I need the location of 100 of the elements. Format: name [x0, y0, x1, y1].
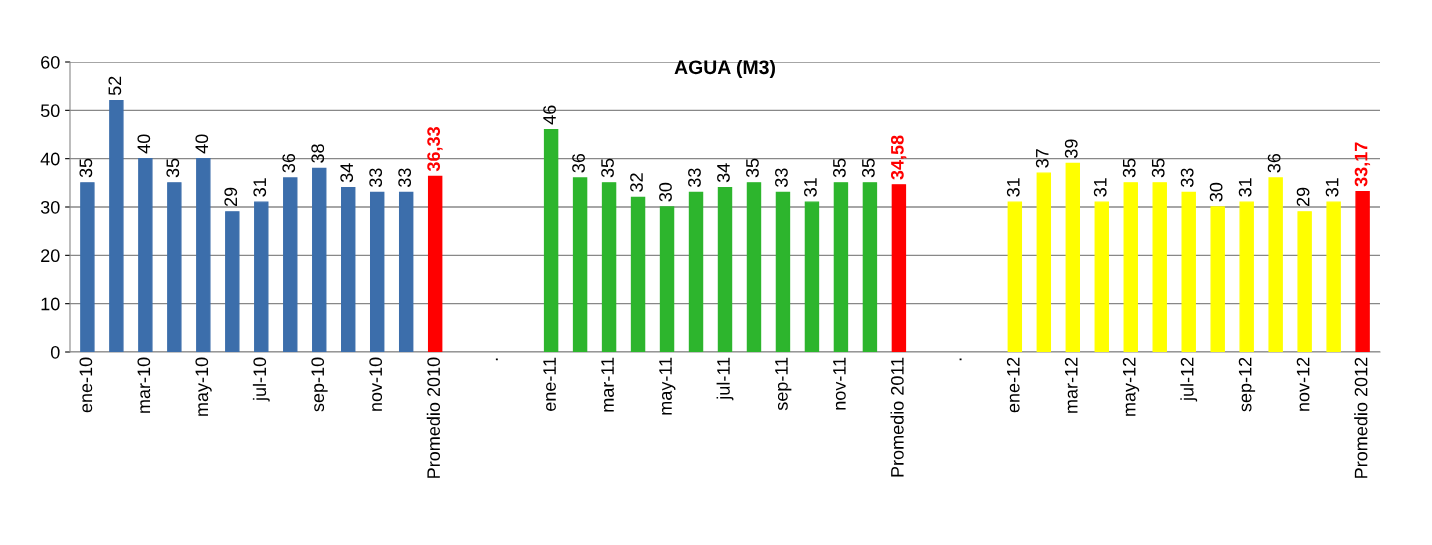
bar	[630, 196, 646, 352]
x-tick-label: ene-12	[1006, 357, 1020, 413]
y-tick-label: 0	[50, 345, 60, 359]
bar	[572, 177, 588, 352]
data-label: 31	[253, 178, 267, 197]
data-label: 36	[282, 153, 296, 173]
bar	[746, 182, 762, 352]
x-tick-label: ene-11	[543, 357, 556, 411]
x-tick-label: sep-12	[1238, 357, 1256, 412]
bar	[109, 99, 124, 352]
bar	[717, 186, 733, 352]
bar	[283, 177, 298, 352]
x-tick-label: .	[959, 358, 962, 361]
bar	[1123, 182, 1138, 352]
bar	[688, 191, 704, 352]
x-tick-label: .	[495, 358, 498, 361]
bar	[1355, 190, 1370, 352]
x-tick-label: Promedio 2012	[1354, 357, 1368, 478]
y-tick-label: 20	[41, 249, 60, 263]
data-label: 34	[717, 163, 730, 183]
data-label: 32	[630, 173, 643, 192]
data-label: 33	[775, 168, 788, 187]
bar	[1326, 201, 1341, 352]
bar	[254, 201, 269, 352]
bar	[312, 167, 327, 352]
x-tick-label: jul-11	[716, 357, 734, 401]
y-tick-label: 30	[40, 200, 60, 214]
bar	[804, 201, 820, 352]
data-label: 31	[1093, 178, 1107, 197]
bar	[1239, 201, 1254, 352]
bar	[543, 128, 559, 352]
bar	[1065, 162, 1081, 352]
x-tick-label: nov-12	[1296, 357, 1310, 411]
data-label: 31	[804, 178, 817, 197]
x-tick-label: nov-10	[369, 357, 383, 411]
x-tick-label: ene-10	[79, 357, 93, 413]
bar	[1094, 201, 1109, 352]
data-label: 35	[861, 158, 875, 178]
y-tick-label: 10	[41, 297, 60, 311]
data-label: 35	[746, 158, 759, 178]
bar	[862, 182, 878, 352]
data-label: 31	[1006, 178, 1020, 197]
data-label: 30	[659, 182, 672, 202]
bar	[601, 182, 617, 352]
data-label: 36,33	[427, 127, 443, 172]
x-tick-label: mar-10	[137, 357, 151, 413]
data-label: 38	[311, 144, 325, 163]
data-label: 52	[108, 76, 122, 96]
bar	[1007, 201, 1023, 352]
data-label: 33	[369, 168, 383, 187]
chart-title: AGUA (M3)	[674, 59, 775, 78]
data-label: 34	[340, 163, 354, 183]
bar	[775, 191, 791, 352]
data-label: 31	[1238, 178, 1252, 197]
data-label: 36	[1267, 153, 1281, 173]
data-label: 35	[79, 158, 93, 178]
x-tick-label: Promedio 2010	[426, 357, 441, 478]
bar	[1181, 191, 1196, 352]
x-tick-label: Promedio 2011	[890, 357, 904, 477]
bar	[196, 157, 211, 352]
data-label: 40	[137, 134, 151, 154]
data-label: 33	[1180, 168, 1194, 187]
data-label: 30	[1209, 182, 1223, 202]
bar	[891, 184, 907, 352]
bar	[341, 186, 356, 352]
x-tick-label: jul-12	[1180, 357, 1198, 402]
data-label: 31	[1325, 178, 1339, 197]
data-label: 35	[832, 158, 846, 178]
bar	[138, 157, 153, 352]
bar	[1210, 206, 1225, 352]
data-label: 46	[543, 105, 556, 125]
x-tick-label: jul-10	[252, 357, 270, 402]
data-label: 29	[224, 187, 238, 207]
bar	[398, 191, 414, 352]
y-tick-label: 50	[40, 104, 60, 118]
data-label: 35	[601, 158, 614, 178]
bar	[167, 182, 182, 352]
data-label: 33,17	[1354, 142, 1371, 187]
data-label: 34,58	[890, 135, 907, 180]
data-label: 37	[1035, 149, 1049, 168]
data-label: 29	[1296, 187, 1310, 207]
bar	[1152, 182, 1167, 352]
x-tick-label: mar-12	[1064, 357, 1078, 413]
bar	[1036, 172, 1052, 352]
bar	[833, 182, 849, 352]
data-label: 40	[195, 134, 209, 154]
x-tick-label: may-10	[195, 357, 212, 416]
data-label: 33	[398, 168, 412, 187]
data-label: 39	[1064, 139, 1078, 158]
y-tick-label: 60	[41, 55, 60, 69]
bar	[225, 211, 240, 352]
bar	[659, 206, 675, 352]
bar	[427, 175, 443, 352]
data-label: 35	[1151, 158, 1165, 178]
bar	[369, 191, 385, 352]
data-label: 35	[166, 158, 180, 178]
x-tick-label: sep-10	[311, 357, 328, 412]
bar	[80, 182, 95, 352]
bar	[1268, 177, 1283, 352]
data-label: 35	[1122, 158, 1136, 178]
